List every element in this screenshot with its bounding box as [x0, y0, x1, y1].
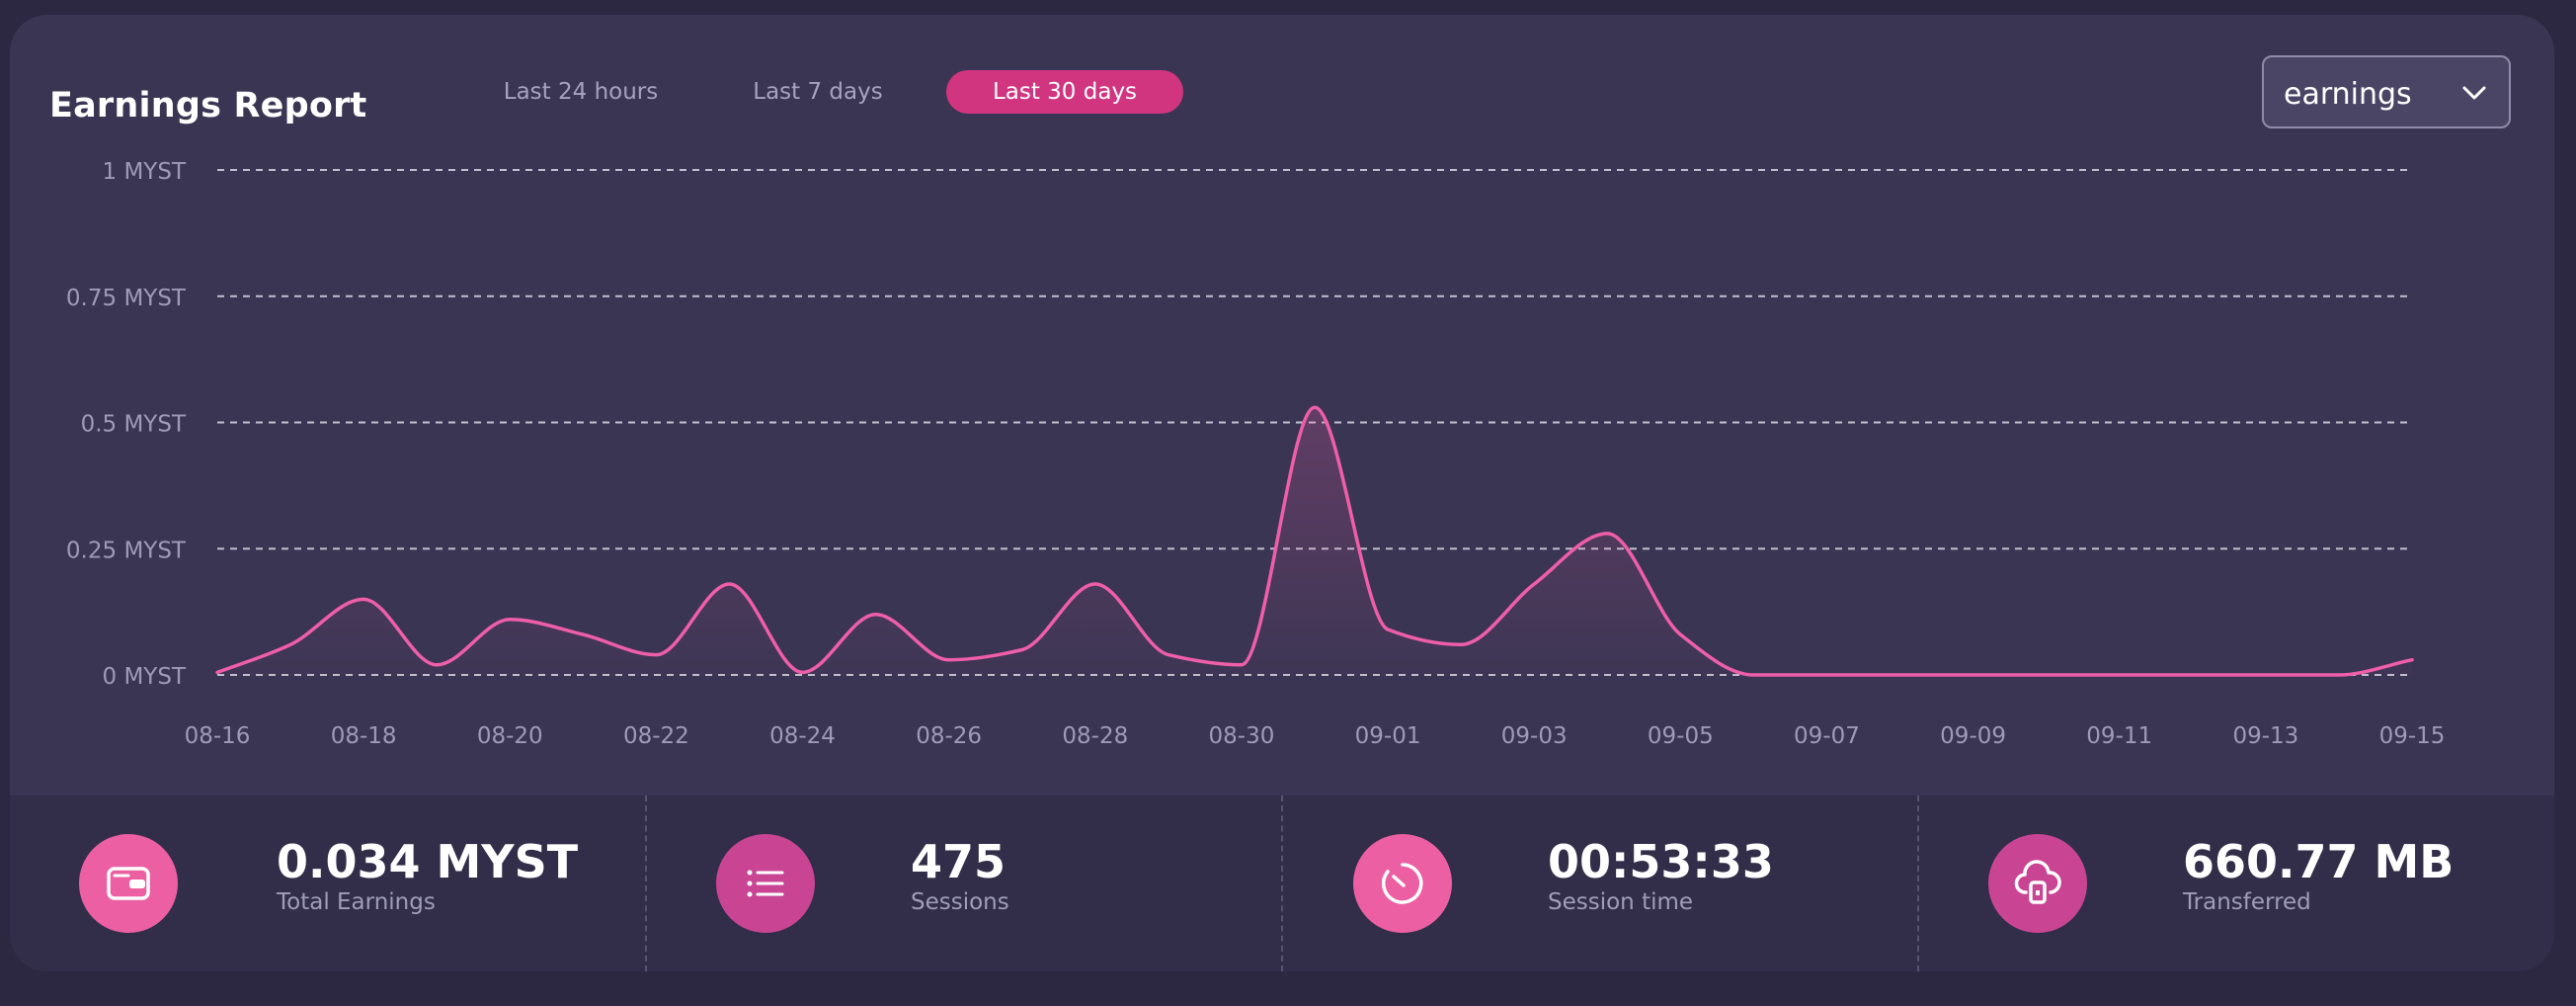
series-line [215, 405, 2414, 677]
page-title: Earnings Report [49, 86, 367, 126]
session-time-value: 00:53:33 [1548, 835, 1774, 888]
x-tick-label: 09-09 [1940, 723, 2006, 749]
x-tick-label: 09-11 [2086, 723, 2152, 749]
metric-select[interactable]: earnings [2262, 55, 2511, 128]
x-tick-label: 08-20 [477, 723, 543, 749]
chevron-down-icon [2462, 86, 2486, 100]
total-earnings-value: 0.034 MYST [277, 835, 579, 888]
total-earnings-label: Total Earnings [277, 889, 436, 915]
tab-last-7-days[interactable]: Last 7 days [753, 79, 883, 105]
timer-icon [1353, 834, 1452, 933]
stat-divider [1917, 796, 1919, 971]
x-tick-label: 08-16 [185, 723, 251, 749]
x-tick-label: 08-24 [769, 723, 836, 749]
tab-last-30-days[interactable]: Last 30 days [946, 70, 1183, 114]
x-tick-label: 08-28 [1062, 723, 1128, 749]
y-tick-label: 0 MYST [103, 664, 187, 690]
earnings-chart: 0 MYST 0.25 MYST 0.5 MYST 0.75 MYST 1 MYST 08… [66, 159, 2446, 749]
stat-divider [1281, 796, 1283, 971]
earnings-report-card: Earnings Report Last 24 hours Last 7 day… [10, 15, 2554, 971]
x-tick-label: 09-01 [1355, 723, 1421, 749]
y-tick-label: 0.75 MYST [66, 286, 187, 311]
transferred-label: Transferred [2183, 889, 2311, 915]
y-tick-label: 0.5 MYST [81, 412, 187, 438]
transferred-value: 660.77 MB [2183, 835, 2455, 888]
metric-select-value: earnings [2284, 77, 2412, 112]
sessions-value: 475 [911, 835, 1006, 888]
x-tick-label: 09-03 [1501, 723, 1568, 749]
y-tick-label: 0.25 MYST [66, 538, 187, 563]
x-tick-label: 08-26 [916, 723, 982, 749]
cloud-transfer-icon [1988, 834, 2087, 933]
x-tick-label: 08-30 [1209, 723, 1275, 749]
stats-bar [10, 796, 2554, 971]
x-tick-label: 09-13 [2232, 723, 2298, 749]
y-tick-label: 1 MYST [103, 159, 187, 185]
x-tick-label: 08-22 [623, 723, 689, 749]
series-area [217, 407, 2412, 675]
sessions-label: Sessions [911, 889, 1009, 915]
list-icon [716, 834, 815, 933]
x-tick-label: 08-18 [331, 723, 397, 749]
wallet-icon [79, 834, 178, 933]
x-tick-label: 09-05 [1648, 723, 1714, 749]
tab-last-24-hours[interactable]: Last 24 hours [503, 79, 659, 105]
session-time-label: Session time [1548, 889, 1694, 915]
x-tick-label: 09-15 [2379, 723, 2446, 749]
x-tick-label: 09-07 [1794, 723, 1860, 749]
stat-divider [645, 796, 647, 971]
